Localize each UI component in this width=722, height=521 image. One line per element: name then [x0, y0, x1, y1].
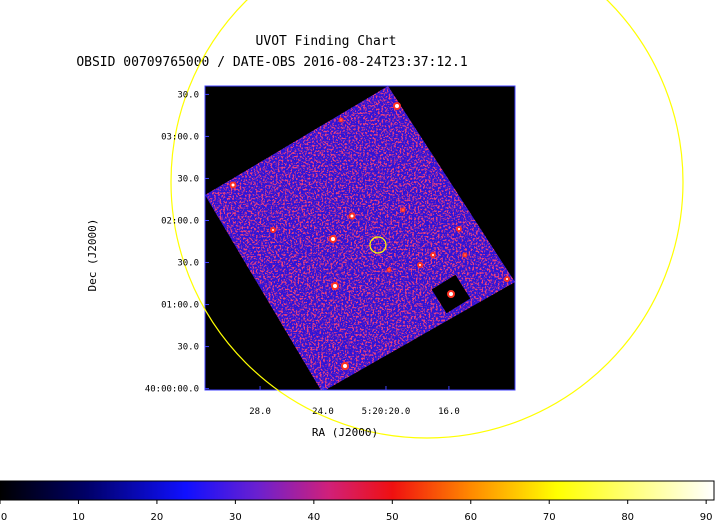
colorbar-tick-label: 10: [72, 512, 85, 521]
x-tick-label: 5:20:20.0: [362, 407, 411, 417]
colorbar-tick-label: 70: [543, 512, 556, 521]
colorbar-tick-label: 0: [1, 512, 7, 521]
x-axis-label: RA (J2000): [312, 426, 378, 439]
colorbar-tick-label: 20: [151, 512, 164, 521]
title: UVOT Finding Chart: [256, 34, 397, 49]
subtitle: OBSID 00709765000 / DATE-OBS 2016-08-24T…: [76, 55, 467, 70]
y-tick-label: 40:00:00.0: [145, 385, 199, 395]
y-axis-label: Dec (J2000): [86, 219, 99, 292]
colorbar: [0, 480, 715, 501]
sky-image: [205, 86, 515, 390]
colorbar-tick-label: 60: [464, 512, 477, 521]
y-tick-label: 02:00.0: [161, 216, 199, 226]
image-frame: [204, 85, 516, 391]
field-circle: [170, 0, 684, 439]
y-tick-label: 03:00.0: [161, 132, 199, 142]
y-tick-label: 30.0: [177, 174, 199, 184]
x-tick-label: 16.0: [438, 407, 460, 417]
colorbar-tick-label: 30: [229, 512, 242, 521]
x-tick-label: 28.0: [249, 407, 271, 417]
y-tick-label: 30.0: [177, 343, 199, 353]
x-tick-label: 24.0: [312, 407, 334, 417]
target-circle: [369, 236, 387, 254]
colorbar-tick-label: 80: [621, 512, 634, 521]
y-tick-label: 30.0: [177, 90, 199, 100]
colorbar-tick-label: 50: [386, 512, 399, 521]
y-tick-label: 30.0: [177, 259, 199, 269]
colorbar-tick-label: 90: [700, 512, 713, 521]
y-tick-label: 01:00.0: [161, 301, 199, 311]
colorbar-tick-label: 40: [307, 512, 320, 521]
